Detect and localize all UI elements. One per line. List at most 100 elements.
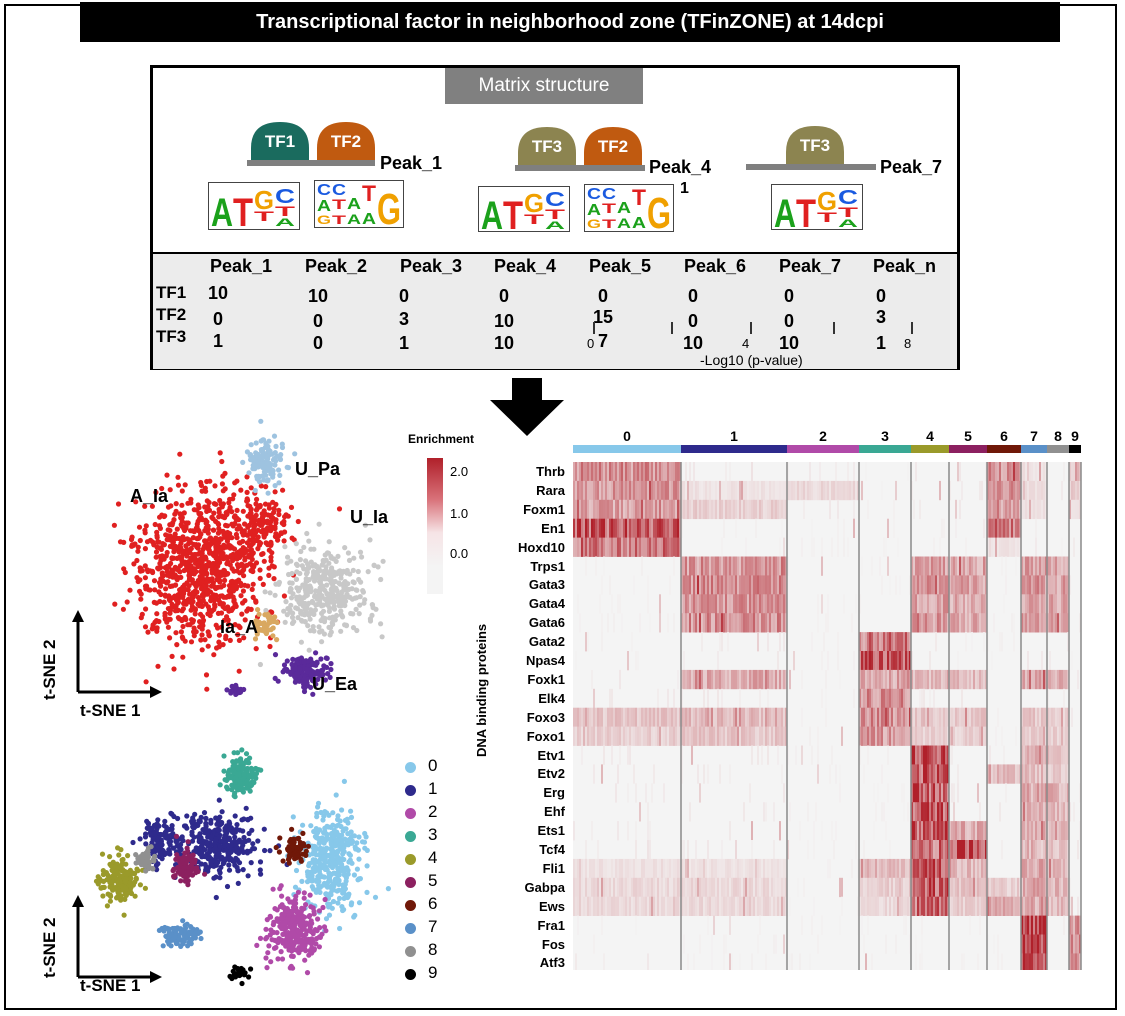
tsne-point (213, 594, 219, 600)
heatmap-cell (609, 537, 611, 557)
heatmap-cell (1027, 462, 1029, 482)
tsne-point (331, 834, 337, 840)
heatmap-cell (595, 499, 597, 520)
heatmap-cell (1043, 594, 1045, 614)
tsne-point (198, 602, 204, 608)
heatmap-cell (943, 518, 945, 538)
heatmap-cell (1079, 499, 1081, 520)
tsne-point (182, 598, 188, 604)
heatmap-cell (811, 480, 813, 501)
heatmap-cell (875, 669, 877, 690)
heatmap-cell (609, 518, 611, 538)
heatmap-cell (887, 651, 889, 671)
heatmap-cell (999, 518, 1001, 538)
heatmap-cell (1061, 669, 1063, 690)
heatmap-cell (937, 556, 939, 576)
tsne-point (302, 619, 308, 625)
heatmap-cell (1055, 594, 1057, 614)
tsne-point (190, 528, 196, 534)
tsne-point (325, 550, 332, 556)
tsne-point (322, 677, 328, 683)
heatmap-cell (765, 556, 767, 576)
heatmap-cell (1013, 480, 1015, 501)
heatmap-cell (929, 613, 931, 633)
tsne-point (167, 635, 173, 641)
heatmap-cell (1021, 480, 1023, 501)
tsne-point (313, 563, 319, 569)
tsne-point (279, 915, 285, 921)
heatmap-cell (619, 594, 621, 614)
heatmap-cell (963, 594, 965, 614)
heatmap-cell (965, 594, 967, 614)
heatmap-cell (865, 462, 867, 482)
heatmap-cell (1005, 480, 1007, 501)
heatmap-cell (653, 462, 655, 482)
heatmap-cell (997, 537, 999, 557)
heatmap-cell (883, 651, 885, 671)
heatmap-cell (915, 613, 917, 633)
tsne-point (280, 931, 286, 937)
gene-label: Rara (536, 482, 565, 498)
cluster-label-u-ia: U_Ia (350, 507, 389, 527)
tsne-point (257, 567, 263, 573)
heatmap-cell (751, 462, 753, 482)
heatmap-cell (607, 613, 609, 633)
heatmap-cell (911, 651, 913, 671)
heatmap-cell (1037, 594, 1039, 614)
heatmap-cell (1033, 613, 1035, 633)
heatmap-cell (1069, 499, 1071, 520)
tsne-point (132, 871, 138, 877)
heatmap-cell (991, 480, 993, 501)
heatmap-cell (779, 480, 781, 501)
heatmap-cell (929, 669, 931, 690)
tsne-point (339, 807, 345, 813)
tsne-point (270, 625, 276, 631)
heatmap-cell (733, 499, 735, 520)
tsne-point (228, 690, 234, 696)
heatmap-cell (683, 613, 685, 633)
tsne-point (308, 684, 314, 690)
heatmap-cell (1063, 613, 1065, 633)
heatmap-cell (863, 651, 865, 671)
heatmap-cell (603, 462, 605, 482)
heatmap-cell (1065, 669, 1067, 690)
heatmap-cell (983, 518, 985, 538)
heatmap-cell (943, 613, 945, 633)
tsne-point (312, 846, 318, 852)
heatmap-cell (847, 462, 849, 482)
gene-label: Etv1 (537, 747, 565, 763)
tsne-point (154, 625, 160, 631)
tsne-point (192, 611, 198, 617)
heatmap-cell (701, 556, 703, 576)
tsne-point (206, 632, 212, 638)
motif-logo-tf2-peak1: C A G C T T A A T A G (314, 180, 404, 234)
peak-matrix-table (153, 252, 957, 369)
heatmap-cell (765, 594, 767, 614)
tsne-point (244, 608, 250, 614)
heatmap-cell (685, 594, 687, 614)
heatmap-cell (1037, 480, 1039, 501)
peak-bar (746, 164, 876, 170)
heatmap-cell (1031, 594, 1033, 614)
tsne-point (237, 757, 243, 763)
tsne-point (147, 568, 153, 574)
heatmap-cell (719, 632, 721, 652)
heatmap-cell (731, 575, 733, 595)
heatmap-cell (789, 669, 791, 690)
heatmap-cell (685, 480, 687, 501)
heatmap-cell (689, 575, 691, 595)
heatmap-cell (745, 556, 747, 576)
tsne-point (172, 608, 179, 614)
tsne-point (298, 639, 304, 645)
heatmap-cell (701, 575, 703, 595)
heatmap-cell (817, 613, 819, 633)
tsne-point (351, 872, 357, 878)
tsne-point (260, 437, 266, 443)
tsne-point (257, 575, 263, 581)
tsne-point (263, 540, 269, 546)
tsne-point (142, 575, 148, 581)
tsne-point (271, 576, 277, 582)
tsne-point (315, 568, 321, 574)
tsne-point (310, 931, 316, 937)
heatmap-cell (781, 518, 783, 538)
